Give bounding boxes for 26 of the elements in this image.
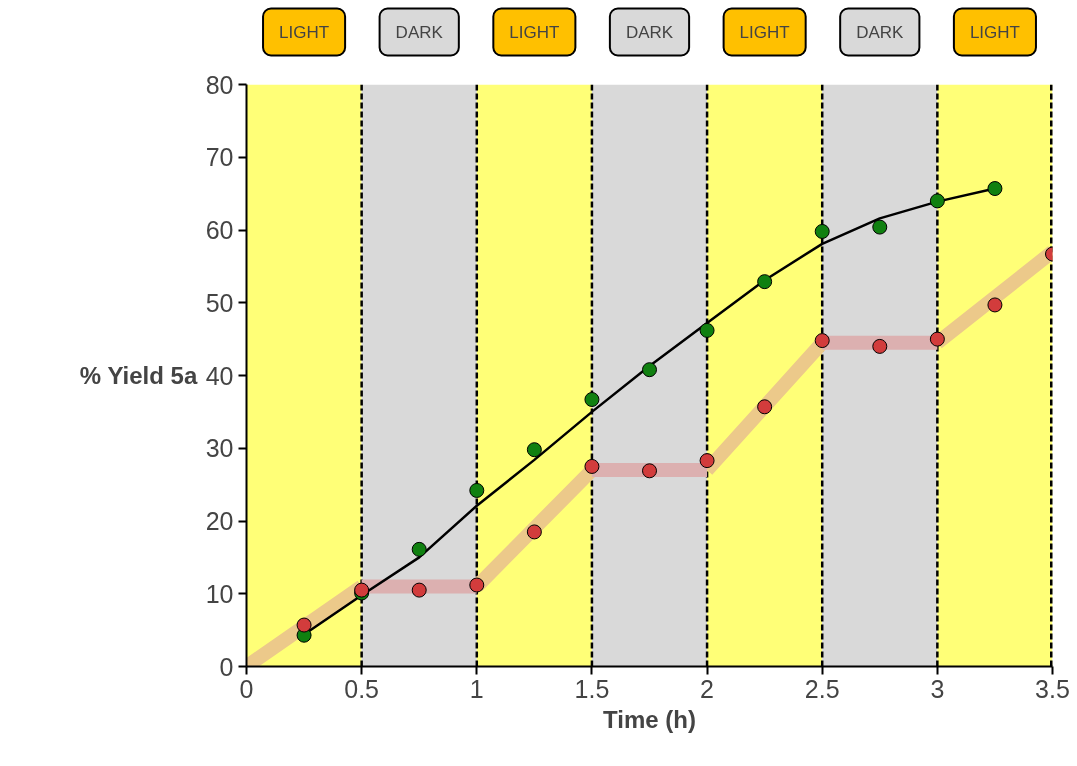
band-label: LIGHT	[969, 22, 1020, 42]
y-tick-label: 80	[205, 70, 234, 99]
band-label: DARK	[395, 22, 444, 42]
x-tick-label: 0	[239, 674, 254, 703]
y-axis-title: % Yield 5a	[79, 362, 198, 389]
y-tick-label: 40	[205, 361, 234, 390]
band-label: LIGHT	[509, 22, 560, 42]
x-tick-label: 2	[700, 674, 715, 703]
y-tick-label: 30	[205, 434, 234, 463]
y-tick-label: 70	[205, 143, 234, 172]
x-tick-label: 3.5	[1035, 674, 1070, 703]
y-tick-label: 20	[205, 507, 234, 535]
x-axis-title: Time (h)	[603, 705, 696, 733]
band-label: LIGHT	[739, 22, 790, 42]
band-label: DARK	[625, 22, 674, 42]
band-label: LIGHT	[279, 22, 330, 42]
x-tick-label: 1.5	[574, 674, 610, 703]
y-tick-label: 0	[219, 652, 234, 681]
x-tick-label: 3	[930, 674, 945, 703]
y-tick-label: 60	[205, 216, 234, 244]
band-label: DARK	[856, 22, 905, 42]
y-tick-label: 50	[205, 288, 234, 317]
x-tick-label: 1	[469, 674, 484, 703]
y-tick-label: 10	[205, 579, 234, 608]
x-tick-label: 0.5	[344, 674, 380, 703]
x-tick-label: 2.5	[804, 674, 840, 703]
